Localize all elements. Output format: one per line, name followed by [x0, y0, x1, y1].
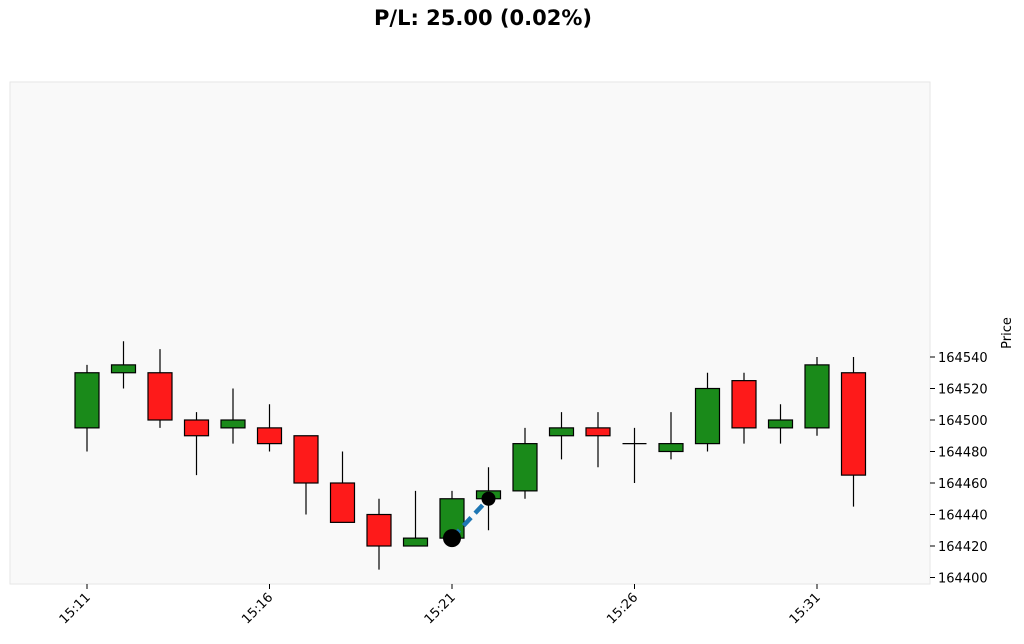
y-tick-label: 164400: [938, 572, 988, 587]
candle: [694, 372, 721, 452]
x-axis: 15:11 15:16 15:21 15:26 15:31: [57, 584, 824, 627]
candle: [658, 412, 684, 460]
candle: [110, 341, 137, 389]
candle-body: [548, 427, 575, 437]
x-tick-label: 15:16: [239, 590, 276, 627]
candle: [402, 490, 429, 547]
x-tick-label: 15:26: [604, 590, 641, 627]
x-tick-label: 15:31: [787, 590, 824, 627]
y-axis: 164400 164420 164440 164460 164480 164500 1645…: [930, 351, 988, 587]
y-tick-label: 164540: [938, 351, 988, 366]
x-tick-label: 15:21: [422, 590, 459, 627]
candle-body: [110, 364, 137, 374]
candle: [512, 427, 538, 499]
candle-body: [585, 427, 611, 437]
candle: [329, 451, 356, 523]
candle-body: [293, 435, 319, 484]
candle: [731, 372, 757, 444]
candle-body: [329, 482, 356, 523]
candle-body: [183, 419, 210, 437]
y-tick-label: 164520: [938, 383, 988, 398]
chart-title: P/L: 25.00 (0.02%): [374, 6, 592, 30]
candle: [256, 404, 283, 452]
candle-body: [256, 427, 283, 445]
candle-body: [840, 372, 867, 476]
candle: [840, 357, 867, 507]
y-tick-label: 164500: [938, 414, 988, 429]
candle-body: [220, 419, 246, 429]
candle-body: [402, 537, 429, 547]
y-tick-label: 164480: [938, 446, 988, 461]
candle-body: [767, 419, 794, 429]
candle: [366, 498, 392, 570]
entry-marker: [443, 529, 461, 548]
candle-body: [512, 443, 538, 492]
candle: [220, 388, 246, 444]
candle: [767, 404, 794, 444]
candle: [183, 412, 210, 476]
candle: [74, 364, 100, 452]
x-tick-label: 15:11: [57, 590, 94, 627]
y-tick-label: 164460: [938, 477, 988, 492]
exit-marker: [481, 491, 496, 506]
candle: [293, 435, 319, 515]
candle: [622, 427, 647, 483]
plot-area: [9, 81, 931, 585]
candle-body: [694, 387, 721, 445]
trade-layer: [443, 491, 496, 548]
candles-layer: [74, 341, 867, 570]
candle: [548, 412, 575, 460]
candle-body: [147, 372, 173, 421]
candle-body: [804, 364, 830, 429]
candle-body: [658, 443, 684, 453]
candle: [585, 412, 611, 468]
y-tick-label: 164420: [938, 540, 988, 555]
candle: [804, 357, 830, 436]
candle-body: [731, 380, 757, 429]
y-tick-label: 164440: [938, 509, 988, 524]
y-axis-label: Price: [1000, 317, 1015, 349]
candle-body: [366, 513, 392, 547]
candle-body: [74, 372, 100, 429]
candle: [147, 349, 173, 428]
